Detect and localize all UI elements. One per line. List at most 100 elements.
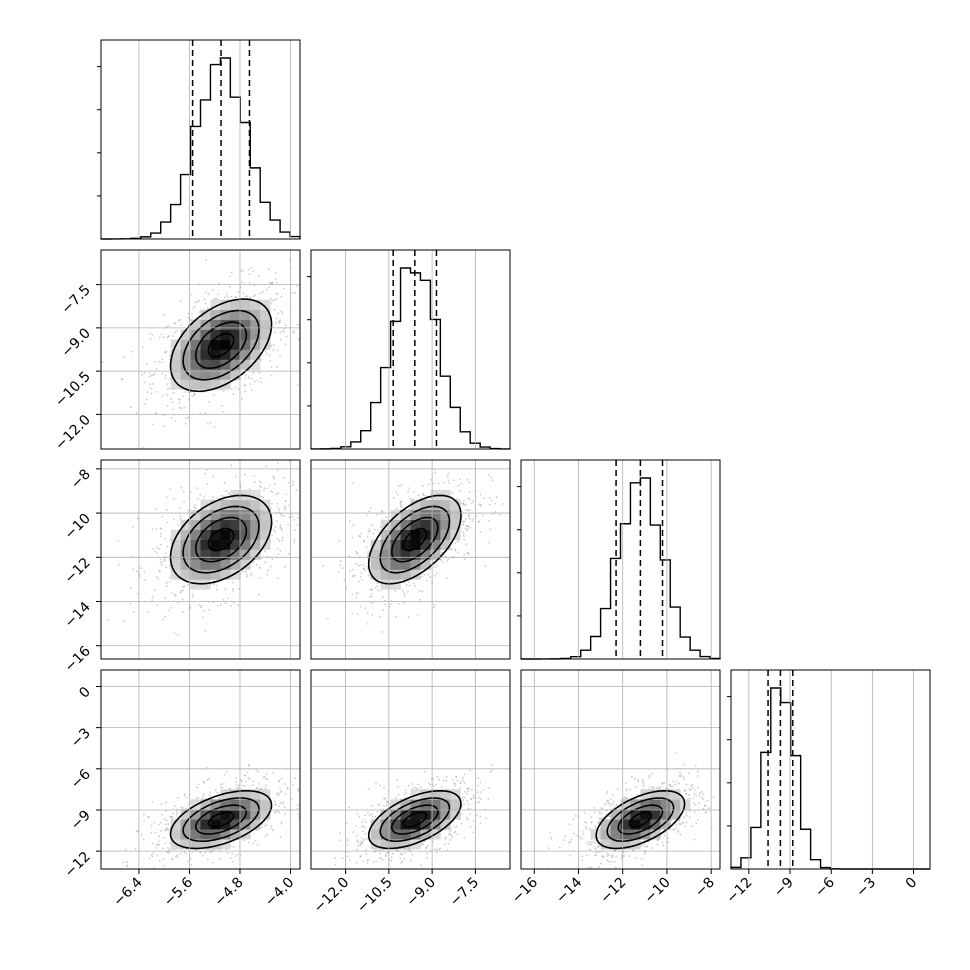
scatter-point [244,473,246,476]
density-cell [230,549,241,560]
scatter-point [206,469,209,472]
scatter-point [346,843,349,846]
scatter-point [334,863,337,866]
scatter-point [284,792,287,795]
scatter-point [158,570,161,573]
scatter-point [277,462,279,465]
scatter-point [517,509,519,511]
density-cell [200,509,211,520]
density-cell [430,499,441,511]
scatter-point [176,811,178,813]
density-cell [420,559,431,570]
scatter-point [460,822,463,825]
scatter-point [399,502,402,504]
scatter-point [463,773,466,776]
scatter-point [354,574,357,577]
scatter-point [479,530,482,533]
scatter-point [366,792,368,794]
scatter-point [130,350,133,353]
density-cell [180,809,191,820]
scatter-point [201,797,204,800]
scatter-point [472,500,475,502]
scatter-point [322,779,324,781]
density-cell [210,329,221,340]
scatter-point [488,497,491,500]
scatter-point [409,497,412,500]
scatter-point [426,856,429,859]
scatter-point [154,831,157,834]
scatter-point [130,586,132,589]
scatter-point [438,778,441,781]
density-cell [370,569,381,580]
scatter-point [245,373,247,376]
scatter-point [467,514,470,517]
scatter-point [454,784,456,787]
scatter-point [269,282,272,285]
scatter-point [213,583,215,585]
scatter-point [265,465,268,468]
scatter-panel-4-2 [334,763,494,867]
scatter-point [202,854,205,857]
scatter-point [360,572,363,575]
scatter-point [399,857,402,860]
scatter-panel-3-2 [322,468,519,633]
scatter-point [156,575,158,578]
scatter-point [271,502,273,505]
scatter-panel-4-3 [546,752,715,869]
scatter-point [170,816,173,819]
scatter-point [491,479,494,482]
scatter-point [270,490,272,493]
scatter-point [236,853,239,856]
scatter-point [405,584,408,586]
density-cell [210,809,221,820]
scatter-point [302,292,304,294]
density-cell [260,339,271,350]
scatter-point [411,498,414,501]
density-cell [230,339,241,350]
scatter-point [227,498,230,501]
scatter-point [273,483,276,486]
scatter-point [435,783,437,786]
density-cell [420,819,431,830]
scatter-point [251,377,254,380]
scatter-point [205,259,208,262]
scatter-point [355,562,358,565]
scatter-point [156,604,159,606]
scatter-point [211,861,214,864]
scatter-point [203,298,206,301]
histogram-panel-3 [517,460,721,660]
density-cell [210,309,221,320]
scatter-point [407,591,409,593]
scatter-point [235,786,238,789]
scatter-point [159,558,162,561]
scatter-point [143,820,145,823]
density-cell [200,819,211,830]
density-cell [400,569,411,580]
scatter-point [451,492,454,494]
scatter-point [449,838,451,841]
scatter-point [378,616,381,618]
density-cell [220,329,231,340]
scatter-point [397,602,400,605]
density-cell [220,559,231,570]
scatter-point [376,589,379,592]
scatter-point [460,523,463,526]
scatter-point [263,487,266,489]
scatter-point [151,334,154,336]
scatter-point [370,587,373,590]
scatter-point [157,577,160,580]
panel-frame [100,249,301,450]
scatter-point [445,779,448,782]
density-cell [410,829,421,840]
scatter-point [339,832,341,834]
scatter-point [417,494,420,496]
scatter-point [148,383,151,386]
scatter-point [288,552,290,555]
density-cell [380,519,391,530]
scatter-point [366,859,369,862]
scatter-point [351,593,354,596]
contour-line [195,804,248,835]
scatter-point [132,568,135,571]
scatter-point [241,270,244,273]
density-cell [190,319,201,330]
